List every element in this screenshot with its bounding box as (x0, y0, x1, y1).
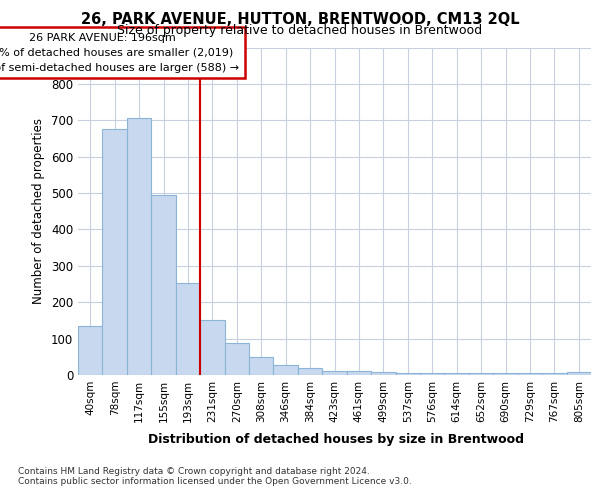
Bar (420, 373, 445, 375)
Bar (127, 118, 151, 375)
Bar (249, 357, 274, 375)
Bar (469, 373, 493, 375)
Text: Contains HM Land Registry data © Crown copyright and database right 2024.: Contains HM Land Registry data © Crown c… (18, 468, 370, 476)
Bar (176, 284, 200, 375)
Bar (151, 195, 176, 375)
Bar (445, 373, 469, 375)
Bar (224, 344, 249, 375)
Bar (298, 368, 322, 375)
Bar (200, 320, 224, 375)
Bar (347, 372, 371, 375)
Bar (371, 372, 395, 375)
Bar (542, 373, 566, 375)
Text: 26 PARK AVENUE: 196sqm
← 77% of detached houses are smaller (2,019)
22% of semi-: 26 PARK AVENUE: 196sqm ← 77% of detached… (0, 33, 239, 72)
Bar (274, 365, 298, 375)
Bar (78, 326, 103, 375)
Text: 26, PARK AVENUE, HUTTON, BRENTWOOD, CM13 2QL: 26, PARK AVENUE, HUTTON, BRENTWOOD, CM13… (80, 12, 520, 28)
Bar (395, 373, 420, 375)
Bar (493, 373, 518, 375)
Bar (518, 373, 542, 375)
Text: Size of property relative to detached houses in Brentwood: Size of property relative to detached ho… (118, 24, 482, 37)
Text: Contains public sector information licensed under the Open Government Licence v3: Contains public sector information licen… (18, 478, 412, 486)
Y-axis label: Number of detached properties: Number of detached properties (32, 118, 46, 304)
Bar (103, 130, 127, 375)
Text: Distribution of detached houses by size in Brentwood: Distribution of detached houses by size … (148, 432, 524, 446)
Bar (322, 372, 347, 375)
Bar (566, 372, 591, 375)
